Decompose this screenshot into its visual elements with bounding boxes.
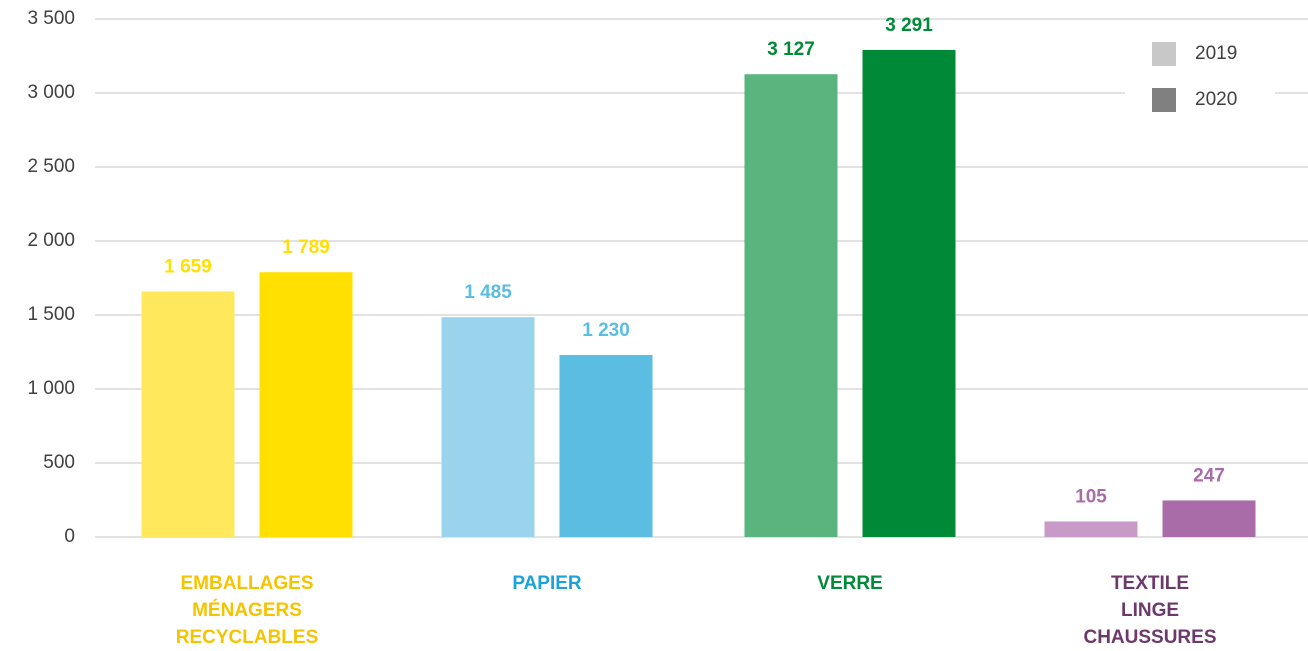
bar [559, 354, 653, 537]
y-tick-label: 3 500 [27, 8, 75, 29]
legend-box [1125, 30, 1275, 125]
y-tick-label: 2 000 [27, 230, 75, 251]
y-tick-label: 2 500 [27, 156, 75, 177]
value-label: 247 [1193, 465, 1225, 486]
y-tick-label: 0 [64, 526, 75, 547]
y-tick-label: 1 000 [27, 378, 75, 399]
value-label: 1 230 [582, 320, 630, 341]
y-tick-label: 3 000 [27, 82, 75, 103]
bar [441, 317, 535, 537]
legend-swatch [1152, 42, 1176, 66]
value-label: 3 127 [767, 39, 815, 60]
legend-label: 2020 [1195, 89, 1237, 110]
bar [862, 49, 956, 537]
legend-label: 2019 [1195, 43, 1237, 64]
bar [744, 74, 838, 537]
legend-swatch [1152, 88, 1176, 112]
y-tick-label: 1 500 [27, 304, 75, 325]
bar [1162, 500, 1256, 537]
bar [141, 291, 235, 537]
value-label: 1 485 [464, 282, 512, 303]
x-tick-label: TEXTILE LINGE CHAUSSURES [1083, 573, 1217, 648]
bar [259, 272, 353, 537]
x-tick-label: VERRE [817, 573, 883, 594]
value-label: 105 [1075, 486, 1107, 507]
value-label: 1 789 [282, 237, 330, 258]
y-tick-label: 500 [43, 452, 75, 473]
x-tick-label: EMBALLAGES MÉNAGERS RECYCLABLES [175, 573, 319, 648]
bar [1044, 521, 1138, 537]
x-tick-label: PAPIER [512, 573, 582, 594]
value-label: 3 291 [885, 15, 933, 36]
value-label: 1 659 [164, 256, 212, 277]
